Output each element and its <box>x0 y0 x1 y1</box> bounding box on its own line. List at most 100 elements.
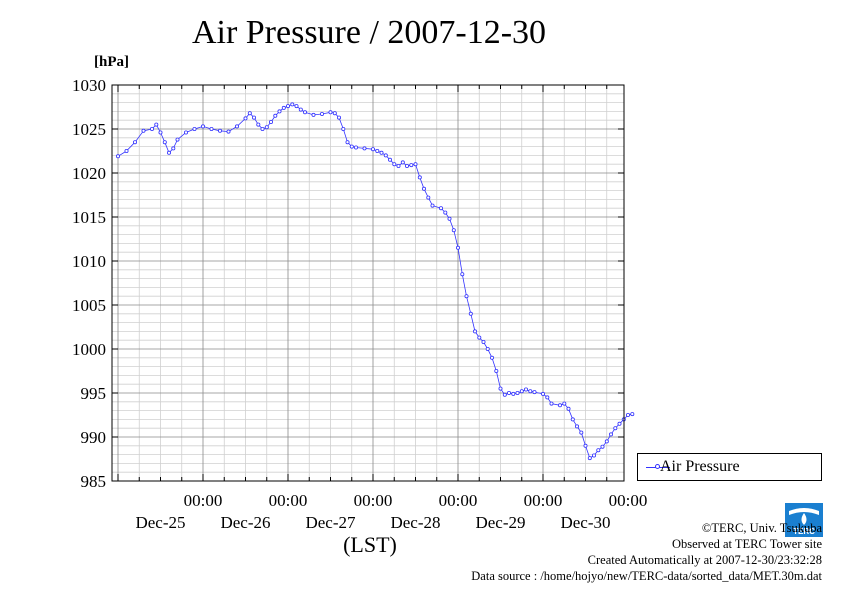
x-tick-date-label: Dec-27 <box>305 513 356 532</box>
data-point <box>579 430 584 435</box>
data-point <box>264 125 269 130</box>
data-point <box>426 195 431 200</box>
data-point <box>251 115 256 120</box>
data-point <box>541 391 546 396</box>
y-tick-label: 1020 <box>72 164 106 183</box>
data-point <box>489 355 494 360</box>
data-point <box>494 368 499 373</box>
data-point <box>409 163 414 168</box>
data-point <box>600 444 605 449</box>
axis-ticks: 985 990 995 1000 1005 1010 1015 1020 1025 1030 00:… <box>72 76 647 532</box>
data-point <box>171 146 176 151</box>
terc-logo-icon: TERC <box>785 503 823 537</box>
y-tick-label: 1000 <box>72 340 106 359</box>
data-point <box>549 401 554 406</box>
x-tick-time-label: 00:00 <box>354 491 393 510</box>
data-point <box>421 186 426 191</box>
data-point <box>511 391 516 396</box>
data-point <box>464 294 469 299</box>
data-point <box>362 146 367 151</box>
x-tick-date-label: Dec-30 <box>560 513 610 532</box>
x-tick-date-label: Dec-26 <box>220 513 270 532</box>
data-point <box>532 390 537 395</box>
data-point <box>116 154 121 159</box>
data-point <box>285 104 290 109</box>
data-point <box>447 216 452 221</box>
y-tick-label: 1025 <box>72 120 106 139</box>
data-point <box>558 403 563 408</box>
y-tick-label: 990 <box>81 428 107 447</box>
data-point <box>247 111 252 116</box>
x-tick-time-label: 00:00 <box>269 491 308 510</box>
data-point <box>587 456 592 461</box>
data-point <box>460 272 465 277</box>
data-point <box>341 127 346 132</box>
data-point <box>166 150 171 155</box>
data-point <box>583 443 588 448</box>
data-point <box>528 389 533 394</box>
x-tick-date-label: Dec-29 <box>475 513 525 532</box>
legend-marker <box>655 464 660 469</box>
data-point <box>566 406 571 411</box>
data-point <box>328 110 333 115</box>
data-point <box>430 203 435 208</box>
credits-block: ©TERC, Univ. Tsukuba Observed at TERC To… <box>471 520 822 584</box>
data-point <box>562 401 567 406</box>
data-point <box>413 162 418 167</box>
data-point <box>209 127 214 132</box>
data-point <box>124 148 129 153</box>
data-point <box>392 162 397 167</box>
data-point <box>162 140 167 145</box>
data-point <box>592 453 597 458</box>
data-point <box>281 105 286 110</box>
y-axis-unit-label: [hPa] <box>94 54 129 70</box>
series-group <box>116 102 635 461</box>
data-point <box>349 144 354 149</box>
data-point <box>268 120 273 125</box>
data-point <box>294 104 299 109</box>
source-text: Data source : /home/hojyo/new/TERC-data/… <box>471 569 822 583</box>
data-point <box>149 127 154 132</box>
data-point <box>375 148 380 153</box>
data-point <box>472 329 477 334</box>
data-point <box>183 130 188 135</box>
x-tick-time-label: 00:00 <box>609 491 648 510</box>
data-point <box>260 127 265 132</box>
data-point <box>630 412 635 417</box>
data-point <box>192 127 197 132</box>
data-point <box>626 412 631 417</box>
x-tick-time-label: 00:00 <box>524 491 563 510</box>
data-point <box>506 390 511 395</box>
data-point <box>617 421 622 426</box>
data-point <box>455 245 460 250</box>
chart-title: Air Pressure / 2007-12-30 <box>191 14 547 51</box>
y-tick-label: 1005 <box>72 296 106 315</box>
data-point <box>311 112 316 117</box>
data-point <box>545 395 550 400</box>
x-tick-date-label: Dec-28 <box>390 513 440 532</box>
data-point <box>226 129 231 134</box>
data-point <box>400 160 405 165</box>
y-tick-label: 1030 <box>72 76 106 95</box>
data-point <box>396 163 401 168</box>
data-point <box>481 339 486 344</box>
data-point <box>336 115 341 120</box>
legend-label: Air Pressure <box>660 458 740 475</box>
data-point <box>438 206 443 211</box>
data-point <box>200 124 205 129</box>
data-point <box>502 392 507 397</box>
data-point <box>154 122 159 127</box>
data-point <box>485 346 490 351</box>
data-point <box>277 109 282 114</box>
data-point <box>443 210 448 215</box>
data-point <box>141 128 146 133</box>
data-point <box>332 111 337 116</box>
plot-frame <box>111 84 625 482</box>
data-point <box>158 130 163 135</box>
data-point <box>345 140 350 145</box>
data-point <box>477 335 482 340</box>
data-point <box>387 157 392 162</box>
x-tick-time-label: 00:00 <box>184 491 223 510</box>
data-point <box>404 163 409 168</box>
